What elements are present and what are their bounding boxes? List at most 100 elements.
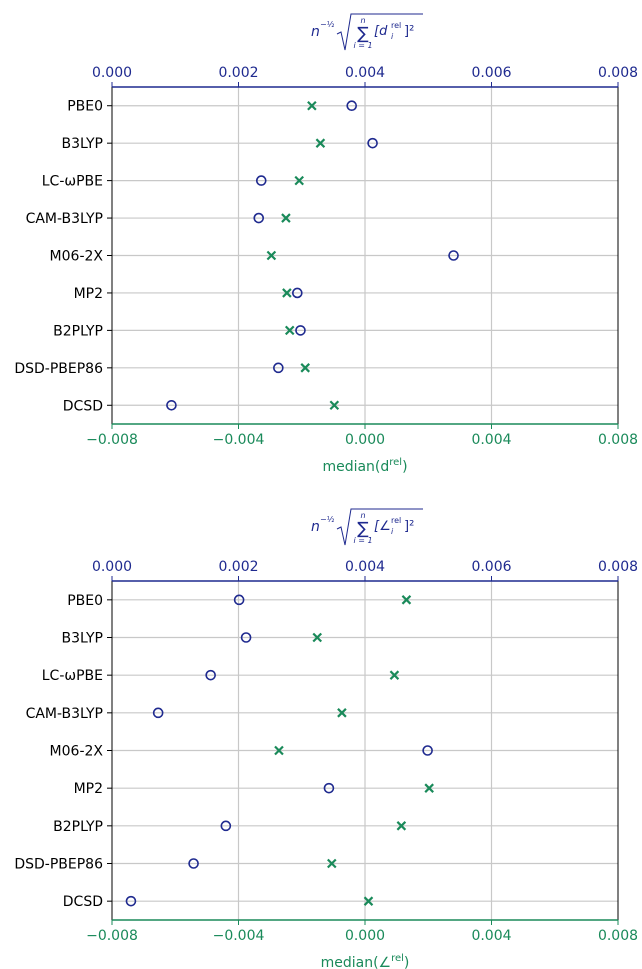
label-term-sup: rel [391, 516, 401, 525]
median-point-m06-2x [274, 745, 284, 756]
y-axis: PBE0 B3LYP LC-ωPBE CAM-B3LYP M06-2X MP2 B2PLYP… [14, 593, 112, 910]
top-tick-label: 0.004 [345, 65, 385, 81]
label-term-end: ]² [404, 24, 414, 39]
bottom-axis: −0.008 −0.004 0.000 0.004 0.008 [86, 920, 638, 944]
label-sum-top: n [360, 511, 365, 520]
bottom-axis-label-prefix: median(d [322, 459, 389, 475]
sum-icon: ∑ [357, 519, 369, 539]
rms-point-m06-2x [448, 250, 459, 261]
median-point-lc-ωpbe [294, 175, 304, 186]
rms-point-pbe0 [233, 594, 245, 606]
label-n: n [311, 24, 320, 40]
bottom-tick-label: 0.000 [345, 432, 385, 448]
top-axis: 0.000 0.002 0.004 0.006 0.008 [92, 559, 638, 581]
category-label: PBE0 [67, 593, 103, 609]
data-markers [166, 100, 459, 411]
grid [112, 87, 618, 424]
sum-icon: ∑ [357, 24, 369, 44]
bottom-axis: −0.008 −0.004 0.000 0.004 0.008 [86, 424, 638, 448]
bottom-tick-label: 0.008 [598, 928, 638, 944]
category-label: CAM-B3LYP [26, 706, 103, 722]
rms-point-mp2 [292, 287, 303, 299]
label-exponent: −½ [320, 20, 335, 29]
median-point-mp2 [424, 783, 434, 793]
category-label: LC-ωPBE [42, 668, 103, 684]
top-tick-label: 0.002 [218, 559, 258, 575]
grid [112, 581, 618, 920]
bottom-tick-label: −0.004 [213, 928, 265, 944]
top-tick-label: 0.000 [92, 65, 132, 81]
rms-point-mp2 [323, 782, 335, 794]
category-label: DCSD [63, 894, 103, 910]
category-label: CAM-B3LYP [26, 211, 103, 227]
median-point-b2plyp [284, 325, 295, 336]
bottom-axis-label-end: ) [404, 955, 409, 969]
bottom-tick-label: −0.004 [213, 432, 265, 448]
median-point-mp2 [282, 288, 292, 298]
rms-point-dcsd [166, 399, 177, 411]
median-point-pbe0 [401, 595, 412, 605]
bottom-tick-label: −0.008 [86, 928, 138, 944]
median-point-m06-2x [266, 250, 277, 261]
top-tick-label: 0.006 [471, 559, 511, 575]
sqrt-sign [336, 13, 423, 51]
category-label: B3LYP [62, 136, 103, 152]
rms-point-cam-b3lyp [253, 212, 265, 224]
median-point-lc-ωpbe [389, 670, 400, 680]
median-point-dcsd [363, 896, 374, 906]
category-label: DSD-PBEP86 [14, 361, 103, 377]
data-markers [125, 594, 434, 907]
category-label: PBE0 [67, 99, 103, 115]
category-label: B2PLYP [53, 819, 103, 835]
label-term-end: ]² [404, 519, 414, 534]
label-term: [∠ [374, 519, 391, 534]
category-label: MP2 [74, 781, 103, 797]
bottom-axis-label: median(∠rel) [321, 953, 410, 969]
category-label: LC-ωPBE [42, 174, 103, 190]
label-sum-top: n [360, 16, 365, 25]
bottom-tick-label: −0.008 [86, 432, 138, 448]
median-point-pbe0 [307, 100, 317, 111]
label-sum-bottom: i = 1 [353, 41, 372, 50]
chart-panel-2: 0.000 0.002 0.004 0.006 0.008 −0.008 −0.004 0.0… [14, 508, 638, 969]
median-point-b3lyp [312, 632, 323, 643]
category-label: B3LYP [62, 631, 103, 647]
label-sum-bottom: i = 1 [353, 536, 372, 545]
rms-point-b2plyp [220, 820, 232, 832]
top-tick-label: 0.008 [598, 65, 638, 81]
label-term-sup: rel [391, 21, 401, 30]
median-point-cam-b3lyp [281, 213, 291, 223]
median-point-dcsd [329, 400, 340, 411]
rms-point-b3lyp [240, 632, 252, 643]
rms-point-dcsd [125, 895, 137, 907]
top-tick-label: 0.006 [471, 65, 511, 81]
rms-point-pbe0 [346, 100, 358, 112]
median-point-b3lyp [315, 138, 326, 148]
rms-point-m06-2x [422, 745, 433, 756]
label-term-sub: i [391, 527, 394, 536]
rms-point-b2plyp [295, 325, 306, 336]
rms-point-lc-ωpbe [255, 175, 267, 186]
category-label: B2PLYP [53, 323, 103, 339]
bottom-axis-label-end: ) [402, 459, 407, 475]
bottom-tick-label: 0.004 [471, 432, 511, 448]
bottom-axis-label-sup: rel [391, 953, 404, 964]
bottom-tick-label: 0.004 [471, 928, 511, 944]
rms-point-cam-b3lyp [152, 707, 164, 719]
label-term-sub: i [391, 32, 394, 41]
rms-point-dsd-pbep86 [188, 858, 199, 869]
category-label: M06-2X [50, 249, 104, 265]
bottom-axis-label-prefix: median(∠ [321, 955, 392, 969]
label-exponent: −½ [320, 515, 335, 524]
bottom-tick-label: 0.000 [345, 928, 385, 944]
rms-point-b3lyp [367, 137, 378, 149]
median-point-dsd-pbep86 [300, 363, 311, 373]
category-label: MP2 [74, 286, 103, 302]
chart-panel-1: 0.000 0.002 0.004 0.006 0.008 −0.008 −0.004 0.0… [14, 13, 638, 475]
category-label: DCSD [63, 398, 103, 414]
y-axis: PBE0 B3LYP LC-ωPBE CAM-B3LYP M06-2X MP2 B2PLYP… [14, 99, 112, 414]
median-point-cam-b3lyp [337, 708, 347, 718]
category-label: DSD-PBEP86 [14, 857, 103, 873]
